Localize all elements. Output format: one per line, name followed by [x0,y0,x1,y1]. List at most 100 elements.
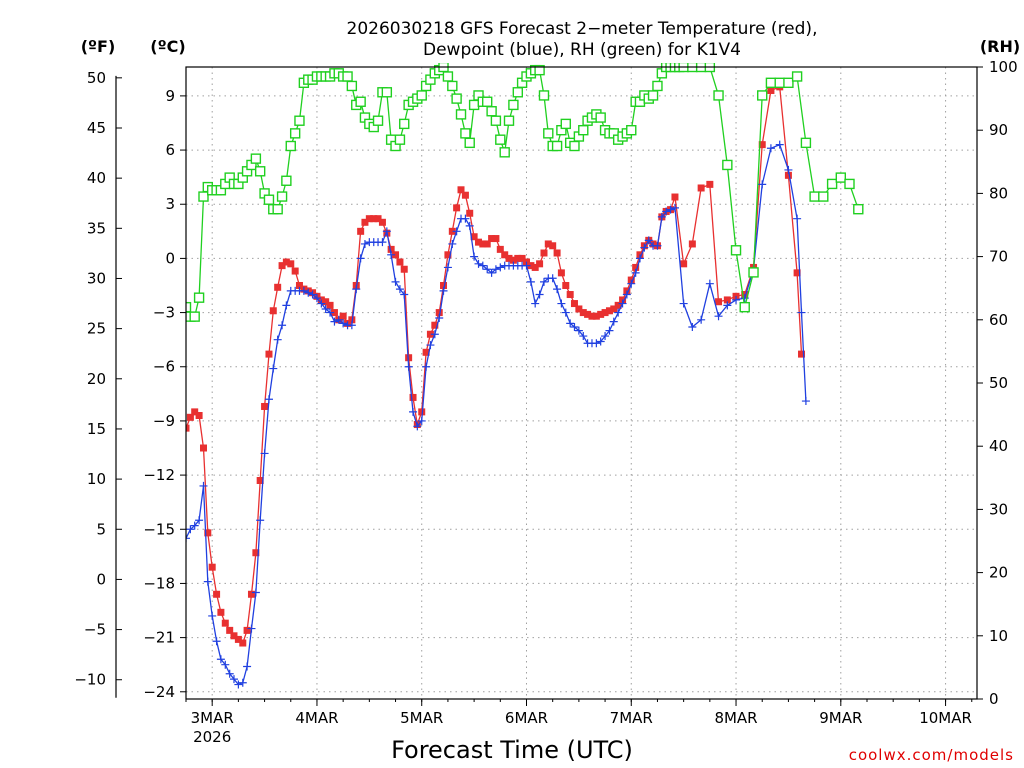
temperature-point [274,283,282,291]
rh-tick-label: 0 [989,690,999,708]
dewpoint-point [238,678,247,687]
rh-point [272,203,283,215]
fahrenheit-tick-label: 0 [96,570,106,588]
credit-text: coolwx.com/models [849,746,1014,764]
rh-point [186,301,192,313]
rh-tick-label: 90 [989,121,1008,139]
dewpoint-point [243,662,252,671]
dewpoint-point [221,660,230,669]
temperature-point [278,262,286,270]
temperature-point [252,549,260,557]
temperature-point [457,186,465,194]
dewpoint-point [775,140,784,149]
temperature-point [208,563,216,571]
dewpoint-point [596,337,605,346]
rh-point [460,128,471,139]
temperature-point [282,258,290,266]
dewpoint-point [256,516,265,525]
rh-point [294,115,305,126]
rh-point [783,77,794,89]
temperature-point [488,235,496,243]
celsius-tick-label: 9 [165,87,175,105]
fahrenheit-tick-label: 20 [87,370,106,388]
rh-point [499,147,510,158]
dewpoint-point [448,239,457,248]
temperature-point [592,312,600,320]
temperature-point [601,309,609,317]
rh-point [442,71,454,82]
temperature-point [239,639,247,647]
temperature-point [370,215,378,223]
rh-point [730,245,742,256]
rh-point [289,128,301,139]
fahrenheit-tick-label: −5 [84,621,106,639]
dewpoint-point [395,285,404,294]
rh-point [543,128,554,139]
temperature-point [199,444,207,452]
temperature-point [339,312,347,320]
temperature-point [514,254,522,262]
rh-point [765,77,777,89]
dewpoint-point [378,238,387,247]
temperature-point [697,184,705,192]
temperature-point [287,260,295,268]
dewpoint-point [212,637,221,646]
celsius-unit-label: (ºC) [150,37,185,56]
temperature-point [418,408,426,416]
dewpoint-point [186,534,190,543]
dewpoint-point [474,259,483,268]
temperature-point [588,312,596,320]
fahrenheit-tick-label: 10 [87,470,106,488]
temperature-point [479,240,487,248]
rh-point [800,137,812,149]
dewpoint-point [443,263,452,272]
rh-point [853,203,864,215]
plot-frame [185,66,978,700]
temperature-point [326,301,334,309]
dewpoint-point [535,290,544,299]
dewpoint-point [483,265,492,274]
dewpoint-point [666,205,675,214]
dewpoint-point [653,241,662,250]
temperature-point [562,281,570,289]
rh-point [263,194,275,205]
dewpoint-point [247,624,256,633]
temperature-point [243,626,251,634]
temperature-point [501,251,509,259]
dewpoint-point [439,286,448,295]
temperature-point [610,305,618,313]
rh-point [512,87,524,98]
rh-point [647,90,659,101]
dewpoint-point [317,299,326,308]
dewpoint-point [308,290,317,299]
rh-point [285,140,296,152]
rh-point [399,118,410,130]
dewpoint-point [553,285,562,294]
rh-point [818,191,829,202]
dewpoint-point [570,323,579,332]
temperature-point [671,193,679,201]
dewpoint-point [627,279,636,288]
temperature-point [221,619,229,627]
dewpoint-point [758,180,767,189]
celsius-tick-label: 3 [165,195,175,213]
dewpoint-point [548,274,557,283]
dewpoint-point [697,315,706,324]
dewpoint-point [186,525,195,534]
temperature-point [688,240,696,248]
dewpoint-point [347,321,356,330]
rh-point [595,112,606,123]
rh-point [342,71,353,82]
temperature-point [575,305,583,313]
x-tick-label: 8MAR [714,709,757,727]
temperature-point [191,408,199,416]
rh-point [482,96,493,107]
temperature-point [374,215,382,223]
temperature-point [632,263,640,271]
dewpoint-point [299,286,308,295]
rh-point [193,292,205,303]
temperature-point [527,262,535,270]
temperature-point [213,590,221,598]
dewpoint-point [566,319,575,328]
chart-title-line-2: Dewpoint (blue), RH (green) for K1V4 [423,40,741,60]
